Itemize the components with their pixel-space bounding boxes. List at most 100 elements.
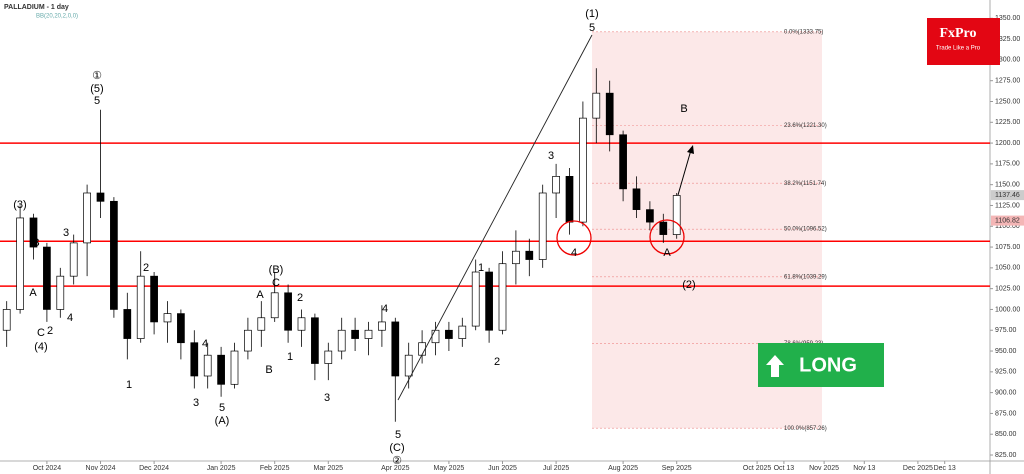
fibonacci-label: 23.6%(1221.30): [784, 123, 827, 129]
candle-body: [297, 317, 306, 331]
candle-body: [418, 342, 426, 356]
wave-label: 3: [63, 227, 69, 239]
wave-label: 5: [395, 429, 401, 441]
candle-body: [83, 192, 91, 244]
candle-body: [29, 217, 38, 248]
y-tick-label: 1275.00: [995, 78, 1020, 85]
candles-layer: [2, 68, 681, 422]
y-tick-label: 825.00: [995, 452, 1017, 459]
wave-label: (4): [34, 341, 47, 353]
trend-line: [397, 34, 593, 401]
candle-body: [565, 176, 574, 223]
wave-label: C: [37, 327, 45, 339]
x-tick-label: Nov 2024: [86, 465, 116, 472]
wave-label: (B): [269, 264, 284, 276]
y-tick-label: 1175.00: [995, 161, 1020, 168]
highlight-circle: [556, 220, 592, 256]
candle-body: [364, 329, 373, 339]
wave-label: A: [256, 289, 264, 301]
y-tick-label: 900.00: [995, 389, 1017, 396]
price-tag: [991, 215, 1024, 226]
candle-body: [43, 246, 51, 310]
highlight-circle: [649, 219, 685, 255]
y-tick-label: 975.00: [995, 327, 1017, 334]
candle-body: [150, 275, 158, 323]
y-tick-label: 925.00: [995, 369, 1017, 376]
x-tick-label: Aug 2025: [608, 465, 638, 472]
candle-body: [270, 292, 279, 319]
candle-body: [431, 329, 440, 344]
fibonacci-label: 38.2%(1151.74): [784, 181, 826, 187]
candle-body: [337, 329, 346, 352]
candle-body: [2, 309, 11, 331]
wave-label: 1: [43, 279, 49, 291]
wave-label: (1): [585, 8, 598, 20]
wave-label: 4: [571, 247, 577, 259]
fibonacci-label: 50.0%(1096.52): [784, 227, 827, 233]
price-tag-label: 1106.82: [995, 217, 1020, 224]
candle-body: [552, 176, 560, 194]
y-tick-label: 1150.00: [995, 182, 1020, 189]
candle-body: [230, 350, 239, 385]
candle-body: [619, 134, 627, 190]
candle-body: [525, 250, 534, 260]
wave-label: (5): [90, 83, 103, 95]
candle-body: [538, 192, 547, 260]
fibonacci-label: 0.0%(1333.75): [784, 29, 823, 35]
candle-body: [284, 292, 292, 331]
x-tick-label: Oct 2024: [33, 465, 62, 472]
wave-label: 2: [494, 356, 500, 368]
wave-label: (3): [13, 199, 26, 211]
x-tick-label: Jun 2025: [488, 465, 517, 472]
y-tick-label: 950.00: [995, 348, 1017, 355]
candle-body: [378, 321, 386, 331]
candle-body: [203, 354, 212, 377]
y-tick-label: 1325.00: [995, 36, 1020, 43]
up-arrow-icon: [766, 355, 784, 377]
wave-label: 5: [94, 95, 100, 107]
y-tick-label: 1300.00: [995, 57, 1020, 64]
wave-label: B: [265, 364, 272, 376]
y-tick-label: 1050.00: [995, 265, 1020, 272]
y-tick-label: 1000.00: [995, 306, 1020, 313]
y-tick-label: 1200.00: [995, 140, 1020, 147]
candle-body: [498, 263, 507, 331]
wave-label: 1: [287, 351, 293, 363]
x-tick-label: Oct 2025: [743, 465, 772, 472]
forecast-arrow: [677, 149, 692, 196]
candle-body: [471, 271, 480, 327]
x-tick-label: Feb 2025: [260, 465, 290, 472]
wave-label: 4: [382, 303, 388, 315]
wave-label: 5: [219, 402, 225, 414]
logo: FxPro: [939, 26, 976, 41]
candle-body: [351, 329, 359, 339]
fibonacci-label: 100.0%(857.26): [784, 426, 827, 432]
y-tick-label: 1100.00: [995, 223, 1020, 230]
wave-label: A: [29, 287, 37, 299]
y-tick-label: 1025.00: [995, 285, 1020, 292]
y-tick-label: 1250.00: [995, 98, 1020, 105]
x-tick-label: Dec 2024: [139, 465, 169, 472]
price-tag: [991, 190, 1024, 201]
wave-label: 1: [478, 262, 484, 274]
wave-label: (C): [389, 442, 404, 454]
chart-title: PALLADIUM - 1 day: [4, 4, 69, 11]
price-tag-label: 1137.46: [995, 192, 1020, 199]
wave-label: (2): [682, 279, 695, 291]
wave-label: 4: [202, 338, 208, 350]
x-tick-label: Mar 2025: [314, 465, 344, 472]
wave-label: ②: [392, 455, 402, 467]
wave-label: C: [272, 277, 280, 289]
wave-label: B: [32, 237, 39, 249]
candle-body: [445, 329, 453, 339]
x-tick-label: Nov 2025: [809, 465, 839, 472]
x-tick-label: Nov 13: [853, 465, 875, 472]
y-tick-label: 1350.00: [995, 15, 1020, 22]
wave-label: 4: [67, 312, 73, 324]
candle-body: [257, 317, 266, 331]
candle-body: [311, 317, 319, 364]
candle-body: [136, 275, 145, 339]
axis-layer: Oct 2024 Nov 2024 Dec 2024 Jan 2025 Feb 2025…: [33, 15, 1024, 472]
